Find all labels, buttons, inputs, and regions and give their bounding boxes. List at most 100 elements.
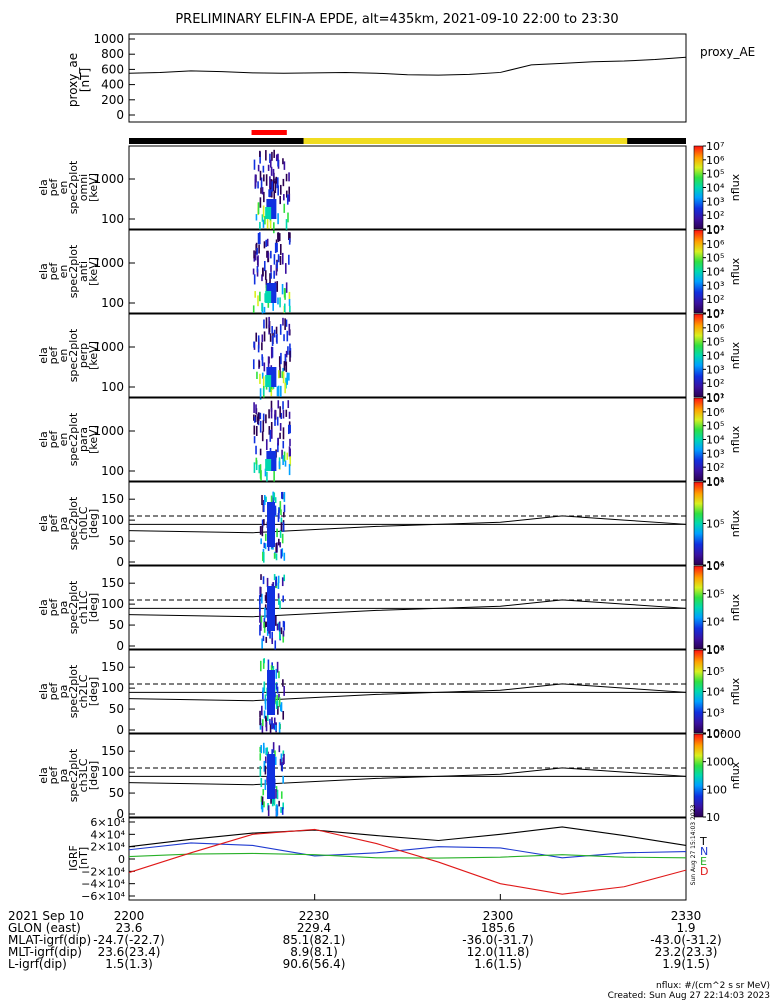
spec-flux-pixel: [286, 372, 289, 380]
bfield-tick-label: −4×10⁴: [81, 878, 125, 891]
pa-flux-pixel: [271, 796, 274, 807]
pa-flux-pixel: [282, 633, 285, 643]
pa-flux-pixel: [281, 807, 284, 815]
spec-flux-pixel: [271, 181, 274, 192]
bfield-panel-frame: [128, 817, 687, 901]
pa-flux-pixel: [274, 497, 277, 503]
bfield-tick-label: −2×10⁴: [81, 865, 125, 878]
spec-colorbar-tick-label: 10⁷: [706, 224, 724, 237]
pa-flux-pixel: [278, 629, 281, 640]
pa-flux-pixel: [261, 519, 264, 528]
pa-ylabel-line: ch2LC: [77, 674, 90, 708]
spec-ylabel-line: [keV]: [87, 257, 100, 286]
pa-flux-pixel: [283, 574, 286, 582]
pa-flux-pixel: [282, 757, 285, 765]
pa-colorbar-tick-label: 10⁴: [706, 686, 725, 699]
spec-flux-pixel: [279, 297, 281, 308]
pa-flux-pixel: [276, 805, 278, 817]
spec-flux-pixel: [268, 426, 271, 435]
pa-colorbar-tick-label: 10⁴: [706, 559, 725, 572]
spec-colorbar-tick-label: 10⁶: [706, 238, 725, 251]
pa-ylabel-line: pa: [57, 769, 70, 783]
pa-flux-pixel: [259, 765, 262, 777]
pa-flux-pixel: [280, 517, 283, 524]
pa-flux-pixel: [259, 614, 261, 623]
spec-colorbar-tick-label: 10⁴: [706, 434, 725, 447]
spec-flux-pixel: [256, 269, 259, 277]
spec-flux-pixel: [270, 346, 273, 359]
pa-flux-pixel: [264, 779, 267, 791]
spec-flux-pixel: [273, 222, 275, 234]
spec-flux-pixel: [271, 326, 273, 334]
pa-tick-label: 100: [101, 681, 124, 695]
pa-ylabel-line: pa: [57, 685, 70, 699]
spec-flux-pixel: [288, 299, 291, 307]
pa-flux-pixel: [275, 683, 278, 690]
spec-flux-pixel: [258, 360, 261, 368]
spec-flux-pixel: [263, 362, 266, 372]
spec-flux-pixel: [255, 457, 258, 465]
spec-flux-pixel: [273, 149, 275, 158]
units-note: nflux: #/(cm^2 s sr MeV): [656, 981, 770, 991]
spec-tick-label: 1000: [93, 172, 124, 186]
pa-flux-pixel: [262, 551, 264, 562]
pa-flux-pixel: [280, 791, 283, 799]
pa-colorbar-label: nflux: [729, 593, 742, 621]
spec-flux-pixel: [257, 335, 260, 343]
spec-colorbar-tick-label: 10¹: [706, 475, 724, 488]
pa-flux-pixel: [259, 526, 262, 535]
pa-flux-pixel: [283, 686, 285, 696]
spec-flux-pixel: [277, 297, 279, 305]
pa-colorbar-tick-label: 10³: [706, 706, 724, 719]
spec-colorbar-tick-label: 10³: [706, 279, 724, 292]
footer-row-value: 1.9: [676, 921, 695, 935]
pa-flux-pixel: [269, 718, 271, 725]
spec-flux-pixel: [286, 194, 289, 205]
pa-colorbar-tick-label: 100: [706, 783, 727, 796]
spec-flux-pixel: [288, 238, 291, 245]
spec-flux-pixel: [256, 247, 258, 255]
bfield-T-line: [128, 826, 687, 848]
spec-flux-pixel: [277, 254, 280, 263]
pa-flux-pixel: [261, 705, 263, 716]
spec-flux-pixel: [263, 331, 266, 342]
pa-flux-pixel: [278, 745, 281, 753]
spec-flux-pixel: [276, 416, 279, 426]
pa-tick-label: 50: [109, 786, 124, 800]
spec-flux-core: [266, 451, 277, 471]
spec-flux-pixel: [277, 385, 280, 397]
pa-flux-pixel: [281, 577, 284, 587]
spec-flux-pixel: [262, 420, 265, 432]
pa-flux-pixel: [263, 681, 266, 693]
spec-flux-pixel: [274, 242, 277, 253]
pa-flux-pixel: [262, 552, 265, 563]
spec-flux-pixel: [252, 305, 255, 313]
spec-ylabel-line: en: [57, 433, 70, 447]
pa-flux-pixel: [271, 720, 273, 730]
spec-flux-pixel: [263, 306, 266, 314]
pa-flux-pixel: [263, 622, 265, 628]
spec-flux-pixel: [265, 239, 268, 247]
spec-colorbar-tick-label: 10⁵: [706, 420, 724, 433]
pa-flux-pixel: [261, 494, 263, 506]
pa-ylabel-line: ela: [37, 683, 50, 700]
spec-flux-pixel: [270, 389, 273, 397]
pa-colorbar: [693, 481, 704, 566]
spec-flux-pixel: [281, 371, 284, 379]
spec-flux-pixel: [285, 409, 288, 417]
pa-flux-pixel: [276, 789, 279, 800]
spec-flux-pixel: [263, 260, 266, 272]
pa-flux-pixel: [272, 723, 274, 729]
spec-flux-pixel: [288, 411, 291, 419]
spec-colorbar-tick-label: 10²: [706, 209, 724, 222]
pa-flux-pixel: [276, 661, 279, 673]
spec-ylabel: elapefenspec2plotanti[keV]: [37, 244, 100, 298]
spec-colorbar-label: nflux: [729, 425, 742, 453]
spec-ylabel-line: [keV]: [87, 341, 100, 370]
pa-flux-pixel: [279, 758, 282, 766]
spec-colorbar-tick-label: 10¹: [706, 307, 724, 320]
ae-series-line: [128, 56, 687, 76]
pa-flux-pixel: [276, 528, 278, 538]
pa-panel-frame: [128, 649, 687, 734]
spec-flux-pixel: [269, 189, 272, 197]
